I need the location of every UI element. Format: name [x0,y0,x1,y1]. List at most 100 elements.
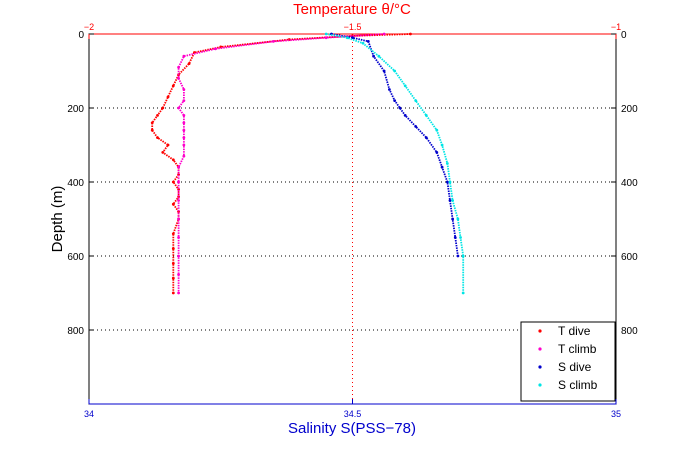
data-point [448,180,452,184]
legend-marker [538,383,542,387]
y-tick-label-right: 600 [621,252,638,263]
data-point [187,62,191,65]
data-point [182,88,186,91]
legend-marker [538,329,542,333]
series-line [331,33,459,257]
data-point [398,106,402,110]
data-point [182,128,186,132]
series-s-dive [330,32,460,258]
data-point [393,69,397,73]
data-point [171,247,175,251]
data-point [403,84,407,88]
data-point [171,158,175,162]
data-point [324,36,328,40]
top-axis-title: Temperature θ/°C [293,1,411,18]
series-s-climb [324,32,465,295]
data-point [272,40,275,43]
data-point [387,88,391,91]
y-tick-label-right: 0 [621,30,627,41]
data-point [214,47,217,51]
legend-box [520,321,616,402]
ticks: 0 0 200 200 400 400 600 600 800 800 −2 −1.5 −1 34 34.5… [67,22,638,419]
data-point [171,291,175,295]
grid [89,34,616,404]
data-point [324,32,328,36]
top-tick-label: −2 [84,22,94,32]
data-point [156,136,159,140]
data-point [177,236,180,239]
data-point [453,236,457,239]
legend-label: S dive [558,360,592,374]
data-point [150,121,154,125]
data-point [424,136,428,140]
data-point [440,165,444,169]
data-point [182,99,186,102]
data-point [171,276,175,280]
y-tick-label-right: 200 [621,104,638,115]
data-point [177,77,180,80]
data-point [345,36,349,40]
data-point [177,217,180,221]
legend: T dive T climb S dive S climb [520,321,616,402]
bottom-tick-label: 34 [84,409,94,419]
data-point [171,262,175,265]
top-tick-label: −1 [611,22,621,32]
data-point [182,54,186,58]
y-tick-label: 400 [67,178,84,189]
y-axis-title: Depth (m) [49,186,66,253]
data-point [177,273,180,276]
data-point [382,32,386,36]
y-tick-label: 600 [67,252,84,263]
data-point [177,65,180,69]
data-point [182,154,186,158]
data-point [382,69,386,73]
data-point [177,254,180,258]
data-point [435,151,439,154]
data-point [435,128,439,132]
data-point [177,180,180,184]
y-tick-label-right: 400 [621,178,638,189]
data-point [424,114,428,117]
legend-label: T dive [558,324,591,338]
data-point [171,232,175,236]
data-point [414,99,418,102]
data-point [177,291,180,295]
data-point [451,217,455,221]
series-layer [150,32,465,295]
data-point [456,217,460,221]
data-point [461,254,465,258]
bottom-tick-label: 34.5 [344,409,362,419]
data-point [177,106,180,110]
data-point [377,54,381,58]
data-point [456,254,460,258]
data-point [445,180,449,184]
data-point [156,114,159,117]
data-point [171,202,175,206]
data-point [361,41,365,45]
data-point [393,99,397,102]
bottom-axis-title: Salinity S(PSS−78) [288,420,416,437]
data-point [403,114,407,117]
legend-label: S climb [558,378,598,392]
data-point [372,54,375,58]
data-point [171,180,175,184]
data-point [451,199,455,202]
data-point [459,236,462,239]
data-point [182,114,186,117]
bottom-tick-label: 35 [611,409,621,419]
series-t-climb [177,32,386,295]
data-point [445,162,449,165]
data-point [161,106,165,110]
y-tick-label-right: 800 [621,326,638,337]
legend-marker [538,365,542,369]
data-point [366,40,370,43]
data-point [414,125,418,128]
y-tick-label: 800 [67,326,84,337]
data-point [150,128,154,132]
data-point [182,136,186,140]
data-point [440,143,444,147]
top-tick-label: −1.5 [344,22,362,32]
data-point [448,199,452,202]
data-point [166,143,170,147]
